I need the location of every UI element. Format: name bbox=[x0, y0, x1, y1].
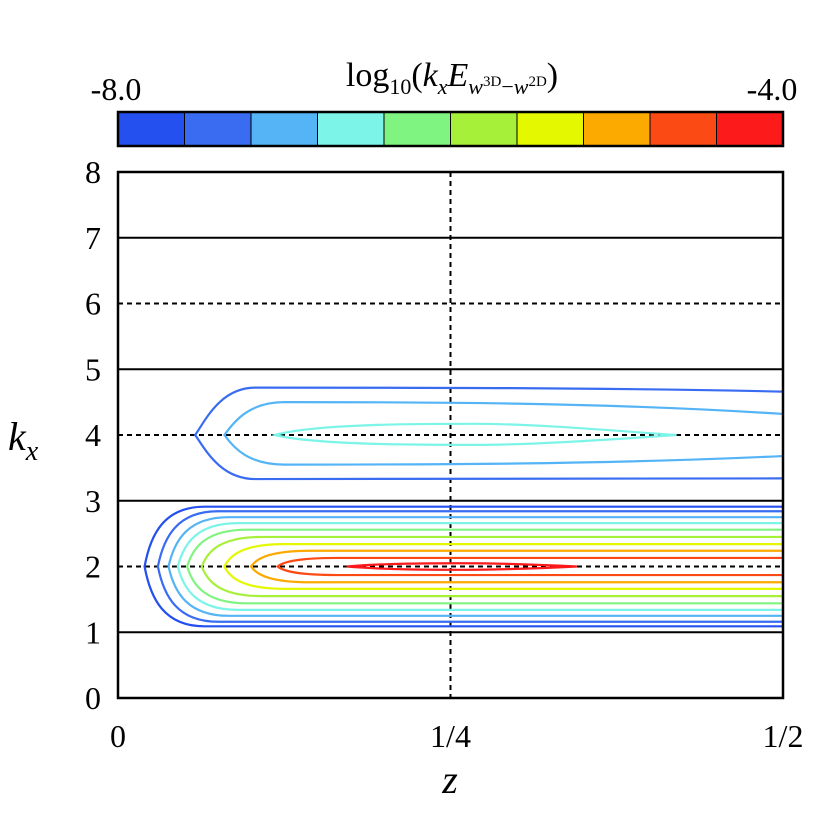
y-tick-label: 1 bbox=[85, 614, 101, 650]
contour-line bbox=[270, 422, 677, 446]
colorbar bbox=[117, 111, 784, 147]
contour-line bbox=[156, 510, 783, 623]
plot-frame bbox=[116, 170, 785, 700]
x-tick-labels: 0 1/4 1/2 bbox=[110, 718, 803, 754]
colorbar-swatch bbox=[317, 111, 385, 147]
colorbar-max-label: -4.0 bbox=[747, 71, 798, 107]
y-tick-labels: 0 1 2 3 4 5 6 7 8 bbox=[85, 154, 101, 716]
colorbar-swatch bbox=[383, 111, 451, 147]
contour-line bbox=[186, 528, 783, 605]
contour-line bbox=[143, 505, 783, 628]
colorbar-swatch bbox=[583, 111, 651, 147]
contour-line bbox=[223, 543, 783, 590]
colorbar-swatch bbox=[516, 111, 584, 147]
y-tick-label: 6 bbox=[85, 286, 101, 322]
y-tick-label: 7 bbox=[85, 220, 101, 256]
colorbar-min-label: -8.0 bbox=[91, 71, 142, 107]
gridlines bbox=[118, 172, 783, 698]
colorbar-swatch bbox=[649, 111, 717, 147]
y-tick-label: 0 bbox=[85, 680, 101, 716]
y-tick-label: 8 bbox=[85, 154, 101, 190]
colorbar-title: log10(kxEw3D−w2D) bbox=[346, 57, 558, 99]
contour-line bbox=[223, 401, 784, 466]
y-axis-label: kx bbox=[8, 414, 39, 467]
colorbar-swatch bbox=[716, 111, 784, 147]
x-tick-label: 0 bbox=[110, 718, 126, 754]
colorbar-swatch bbox=[450, 111, 518, 147]
x-axis-label: z bbox=[441, 757, 458, 802]
contour-line bbox=[346, 562, 577, 571]
colorbar-swatch bbox=[117, 111, 185, 147]
contour-line bbox=[193, 386, 784, 481]
contour-line bbox=[167, 516, 783, 617]
contour-line bbox=[176, 522, 783, 611]
plot-area bbox=[116, 170, 785, 700]
contour-line bbox=[275, 556, 783, 577]
contour-line bbox=[200, 535, 783, 598]
y-tick-label: 3 bbox=[85, 483, 101, 519]
colorbar-swatch bbox=[184, 111, 252, 147]
colorbar-swatch bbox=[250, 111, 318, 147]
x-tick-label: 1/2 bbox=[763, 718, 804, 754]
x-tick-label: 1/4 bbox=[430, 718, 471, 754]
contour-lines bbox=[143, 386, 784, 628]
contour-line bbox=[249, 549, 783, 584]
y-tick-label: 4 bbox=[85, 417, 101, 453]
colorbar-frame bbox=[116, 110, 785, 148]
y-tick-label: 2 bbox=[85, 549, 101, 585]
y-tick-label: 5 bbox=[85, 351, 101, 387]
